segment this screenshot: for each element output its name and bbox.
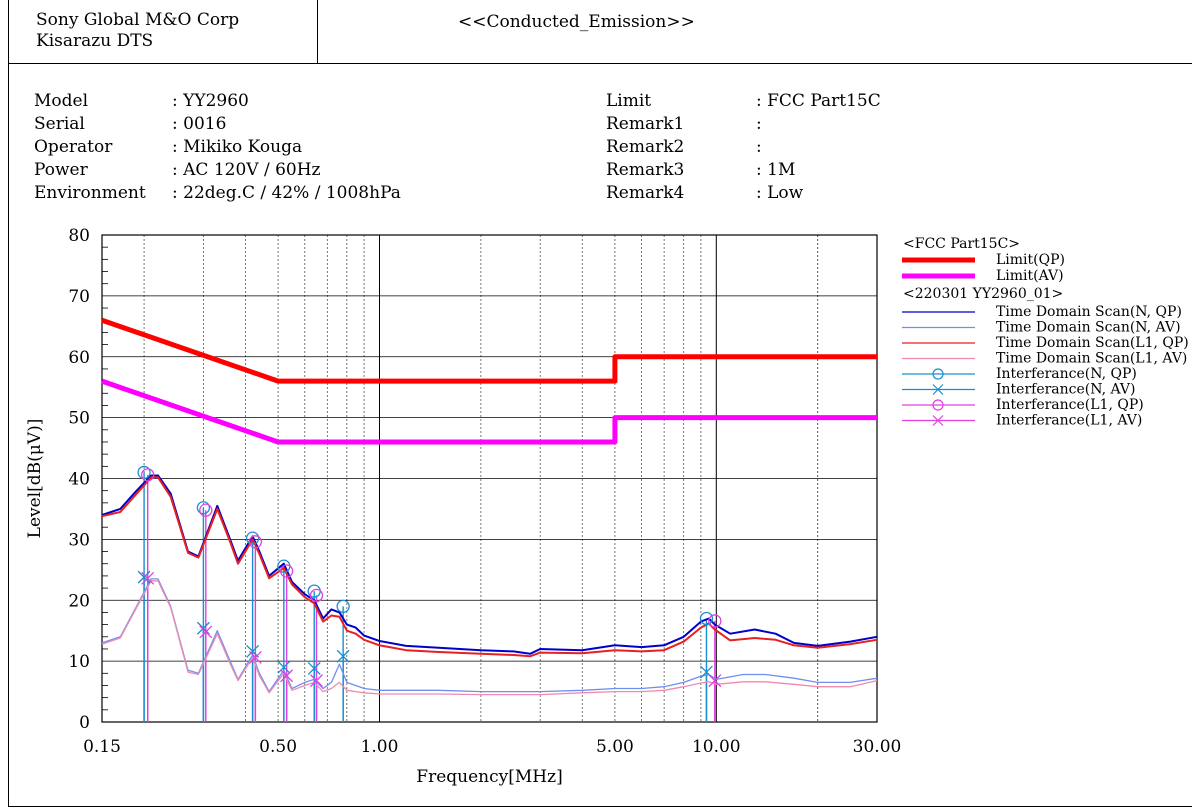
legend-group-title: <FCC Part15C> <box>903 236 1020 252</box>
legend-entry: Time Domain Scan(N, QP) <box>996 304 1182 320</box>
interference-marker-x <box>307 661 321 675</box>
interference-marker-x <box>137 570 151 584</box>
report-title: <<Conducted_Emission>> <box>458 12 695 32</box>
x-axis-label: Frequency[MHz] <box>416 767 562 787</box>
interference-marker-circle <box>248 535 263 549</box>
interference-marker-x <box>196 621 210 635</box>
y-tick-label: 30 <box>68 530 90 550</box>
interference-marker-circle <box>245 531 260 545</box>
info-key: Model <box>34 91 89 111</box>
info-key: Operator <box>34 137 113 157</box>
info-key: Remark4 <box>606 183 685 203</box>
info-key: Remark1 <box>606 114 685 134</box>
info-row-model: Model : YY2960 <box>34 90 401 113</box>
info-value: : 1M <box>756 160 796 180</box>
info-row-operator: Operator : Mikiko Kouga <box>34 136 401 159</box>
limit-qp-line <box>101 317 877 384</box>
info-value: : Low <box>756 183 804 203</box>
info-key: Remark3 <box>606 160 685 180</box>
info-row-serial: Serial : 0016 <box>34 113 401 136</box>
interference-marker-circle <box>336 599 350 613</box>
y-tick-label: 20 <box>68 591 90 611</box>
interference-marker-circle <box>137 465 151 480</box>
info-key: Serial <box>34 114 85 134</box>
info-left: Model : YY2960 Serial : 0016 Operator : Mik… <box>34 90 401 205</box>
interference-marker-x <box>280 669 294 683</box>
interference-marker-circle <box>309 588 324 603</box>
trace-l1-qp <box>101 476 878 658</box>
legend-entry: Time Domain Scan(L1, QP) <box>996 335 1189 351</box>
legend-entry: Limit(QP) <box>996 252 1065 268</box>
y-tick-label: 10 <box>68 652 90 672</box>
trace-n-qp <box>101 474 878 655</box>
interference-marker-x <box>708 674 722 688</box>
x-tick-label: 5.00 <box>596 737 634 757</box>
interference-marker-x <box>310 674 323 688</box>
x-tick-label: 1.00 <box>361 737 399 757</box>
info-row-limit: Limit : FCC Part15C <box>606 90 881 113</box>
plot-border <box>101 234 878 723</box>
y-tick-label: 80 <box>68 226 90 246</box>
interference-marker-x <box>141 571 155 585</box>
legend-entry: Interferance(L1, QP) <box>996 397 1144 413</box>
info-row-remark2: Remark2: <box>606 136 881 159</box>
info-key: Power <box>34 160 88 180</box>
info-row-power: Power : AC 120V / 60Hz <box>34 159 401 182</box>
legend-entry: Time Domain Scan(N, AV) <box>996 320 1181 336</box>
info-value: : YY2960 <box>172 91 249 111</box>
info-value: : FCC Part15C <box>756 91 881 111</box>
info-key: Limit <box>606 91 652 111</box>
info-row-remark1: Remark1: <box>606 113 881 136</box>
info-key: Environment <box>34 183 146 203</box>
legend-marker-x <box>932 384 944 395</box>
interference-marker-circle <box>279 564 294 578</box>
info-row-environment: Environment : 22deg.C / 42% / 1008hPa <box>34 182 401 205</box>
y-tick-label: 70 <box>68 287 90 307</box>
x-tick-label: 0.50 <box>259 737 297 757</box>
info-value: : Mikiko Kouga <box>172 137 303 157</box>
legend-entry: Interferance(N, QP) <box>996 366 1137 382</box>
legend-entry: Interferance(N, AV) <box>996 382 1136 398</box>
interference-marker-x <box>248 651 262 664</box>
limit-av-line <box>101 378 877 445</box>
interference-marker-circle <box>141 468 155 482</box>
info-value: : 22deg.C / 42% / 1008hPa <box>172 183 401 203</box>
x-tick-label: 10.00 <box>692 737 741 757</box>
company-name: Sony Global M&O Corp <box>36 10 240 30</box>
info-right: Limit : FCC Part15C Remark1: Remark2: Rem… <box>606 90 881 205</box>
legend-entry: Interferance(L1, AV) <box>996 413 1142 429</box>
interference-marker-circle <box>199 503 213 517</box>
company-site: Kisarazu DTS <box>36 31 154 51</box>
info-value: : <box>756 114 762 134</box>
legend-group-title: <220301 YY2960_01> <box>903 286 1063 302</box>
header-divider <box>8 63 1192 64</box>
legend-marker-circle <box>932 368 944 380</box>
info-row-remark4: Remark4 : Low <box>606 182 881 205</box>
interference-marker-x <box>277 660 291 674</box>
y-tick-label: 40 <box>68 470 90 490</box>
y-axis-label: Level[dB(μV)] <box>25 419 45 539</box>
info-row-remark3: Remark3 : 1M <box>606 159 881 182</box>
legend-marker-x <box>932 415 944 426</box>
x-tick-label: 0.15 <box>83 737 121 757</box>
interference-marker-x <box>336 649 350 663</box>
y-tick-label: 50 <box>68 409 90 429</box>
legend-marker-circle <box>932 399 944 411</box>
trace-l1-av <box>101 580 878 696</box>
interference-marker-x <box>199 625 213 639</box>
legend-entry: Time Domain Scan(L1, AV) <box>996 351 1187 367</box>
y-tick-label: 0 <box>79 713 90 733</box>
info-value: : 0016 <box>172 114 227 134</box>
legend-entry: Limit(AV) <box>996 268 1064 284</box>
interference-marker-circle <box>196 501 211 515</box>
y-tick-label: 60 <box>68 348 90 368</box>
interference-marker-circle <box>699 611 714 626</box>
info-value: : AC 120V / 60Hz <box>172 160 321 180</box>
info-key: Remark2 <box>606 137 685 157</box>
info-value: : <box>756 137 762 157</box>
interference-marker-circle <box>708 614 722 628</box>
x-tick-label: 30.00 <box>853 737 902 757</box>
